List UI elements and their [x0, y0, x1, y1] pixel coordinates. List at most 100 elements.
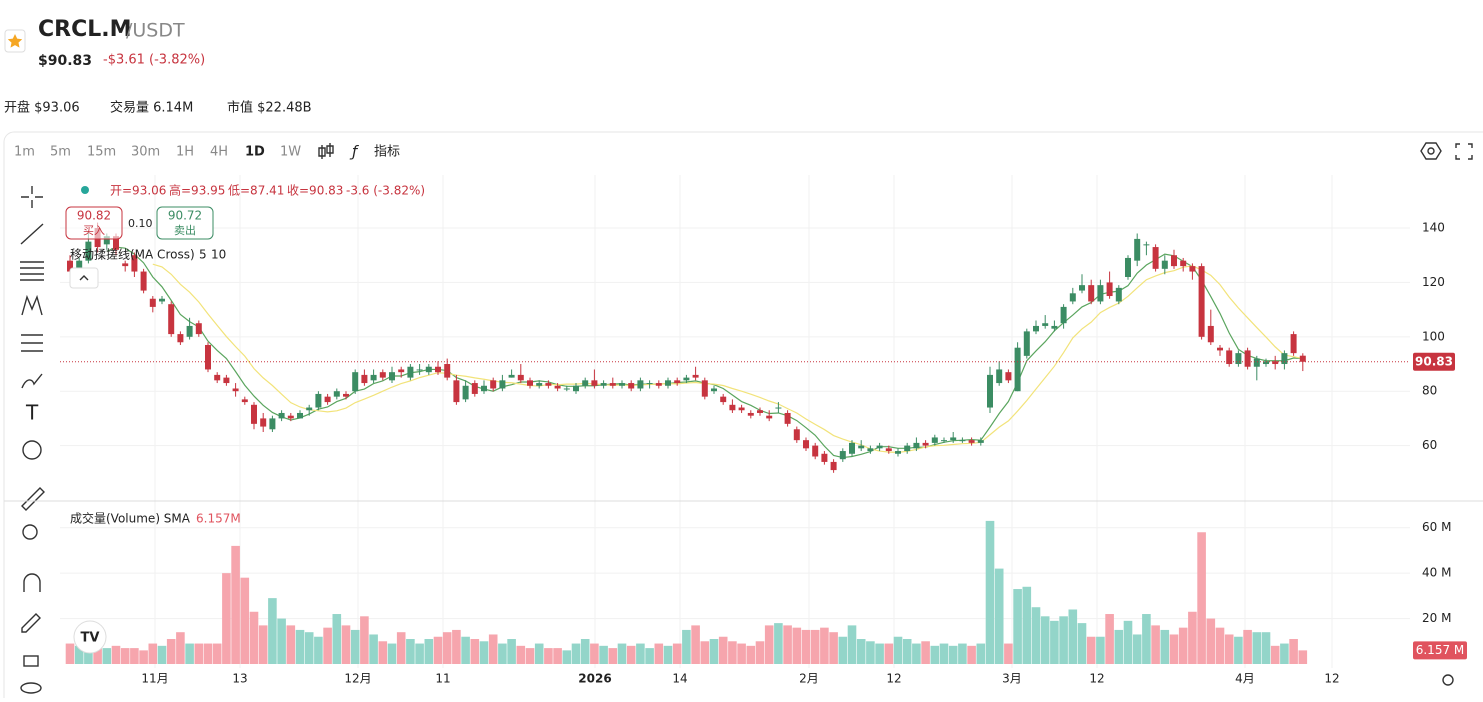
- candle-body: [508, 374, 515, 378]
- crosshair-tool[interactable]: [21, 186, 43, 208]
- timeframe[interactable]: 30m: [131, 145, 160, 160]
- volume-bar: [755, 641, 765, 664]
- indicator-button[interactable]: 指标: [374, 145, 400, 160]
- volume-bar: [111, 645, 121, 664]
- candle-body: [1299, 355, 1306, 362]
- emoji-tool[interactable]: [22, 440, 42, 460]
- channel-tool[interactable]: [20, 261, 44, 281]
- candle-body: [536, 383, 543, 386]
- candle-body: [361, 374, 368, 384]
- timeframe[interactable]: 1W: [280, 145, 301, 160]
- volume-bar: [1013, 589, 1022, 664]
- volume-bar: [590, 643, 599, 664]
- candle-body: [260, 418, 267, 427]
- volume-bar: [470, 639, 480, 664]
- candle-body: [701, 380, 708, 397]
- volume-bar: [268, 598, 277, 664]
- text-tool[interactable]: T: [25, 401, 39, 425]
- candle-body: [655, 383, 662, 386]
- volume-bar: [1197, 532, 1206, 664]
- ma-line: [106, 246, 1303, 459]
- timeframe[interactable]: 1H: [176, 145, 194, 160]
- ruler-tool[interactable]: [21, 487, 45, 511]
- candle-body: [389, 372, 395, 381]
- fullscreen-icon[interactable]: [1455, 143, 1473, 160]
- volume-bar: [801, 629, 811, 664]
- candle-body: [683, 377, 690, 381]
- candle-body: [1281, 353, 1288, 365]
- collapse-button[interactable]: [69, 267, 99, 289]
- fib-tool[interactable]: [21, 334, 43, 352]
- volume-bar: [194, 643, 204, 664]
- volume-bar: [295, 629, 305, 664]
- volume-bar: [222, 573, 231, 664]
- pattern-tool[interactable]: [21, 294, 43, 316]
- y-tick-label: 40 M: [1422, 566, 1451, 580]
- volume-bar: [571, 643, 581, 664]
- candle-body: [665, 380, 671, 386]
- star-icon: [7, 34, 23, 48]
- volume-bar: [718, 636, 728, 664]
- volume-bar: [74, 645, 84, 664]
- volume-bar: [1298, 650, 1308, 664]
- candle-body: [168, 304, 175, 335]
- candle-body: [784, 412, 791, 424]
- buy-button[interactable]: [65, 206, 123, 240]
- candle-body: [554, 385, 561, 389]
- volume-bar: [856, 639, 866, 664]
- y-tick-label: 60: [1422, 438, 1437, 452]
- timeframe[interactable]: 15m: [87, 145, 116, 160]
- eye-tool[interactable]: [20, 682, 42, 694]
- timeframe[interactable]: 1m: [14, 145, 35, 160]
- timeframe[interactable]: 5m: [50, 145, 71, 160]
- candle-body: [931, 437, 938, 443]
- volume-bar: [332, 614, 342, 664]
- volume-bar: [120, 648, 130, 664]
- line-tool[interactable]: [20, 223, 44, 245]
- settings-icon[interactable]: [1420, 142, 1442, 160]
- magnet-tool[interactable]: [23, 573, 41, 592]
- buy-label: 买入: [83, 224, 105, 237]
- stat: 市值 $22.48B: [227, 100, 312, 116]
- volume-bar: [838, 636, 848, 664]
- timeframe[interactable]: 4H: [210, 145, 228, 160]
- volume-bar: [544, 648, 553, 664]
- candle-body: [628, 383, 635, 389]
- volume-bar: [985, 520, 995, 664]
- candle-body: [297, 412, 303, 419]
- volume-bar: [452, 629, 461, 664]
- drawing-toolbar: T: [20, 186, 45, 694]
- volume-bar: [314, 636, 323, 664]
- volume-bar: [728, 641, 737, 664]
- volume-bar: [608, 648, 618, 664]
- candle-body: [425, 366, 432, 373]
- sell-button[interactable]: [156, 206, 214, 240]
- candle-body: [490, 380, 497, 389]
- candle-body: [1253, 358, 1260, 367]
- candle-body: [895, 451, 901, 454]
- fx-icon[interactable]: ƒ: [349, 143, 359, 161]
- candle-body: [444, 364, 451, 378]
- candle-body: [278, 412, 285, 419]
- candle-type-icon[interactable]: [318, 143, 334, 159]
- pen-tool[interactable]: [21, 613, 41, 633]
- candle-body: [269, 418, 276, 430]
- candle-body: [941, 440, 947, 442]
- volume-bar: [1169, 634, 1179, 664]
- axis-settings[interactable]: [1442, 674, 1454, 686]
- timeframe[interactable]: 1D: [245, 145, 265, 160]
- volume-bar: [185, 643, 194, 664]
- volume-bar: [461, 636, 470, 664]
- zoom-tool[interactable]: [22, 524, 38, 540]
- brush-tool[interactable]: [21, 373, 43, 389]
- volume-bar: [1261, 632, 1271, 664]
- candle-body: [113, 236, 119, 250]
- y-tick-label: 60 M: [1422, 520, 1451, 534]
- candle-body: [343, 393, 349, 397]
- last-volume-tag: [1413, 641, 1467, 660]
- candle-body: [1244, 350, 1251, 367]
- lock-tool[interactable]: [23, 655, 39, 667]
- candle-body: [315, 393, 322, 408]
- volume-bar: [1114, 629, 1124, 664]
- candle-body: [287, 415, 294, 419]
